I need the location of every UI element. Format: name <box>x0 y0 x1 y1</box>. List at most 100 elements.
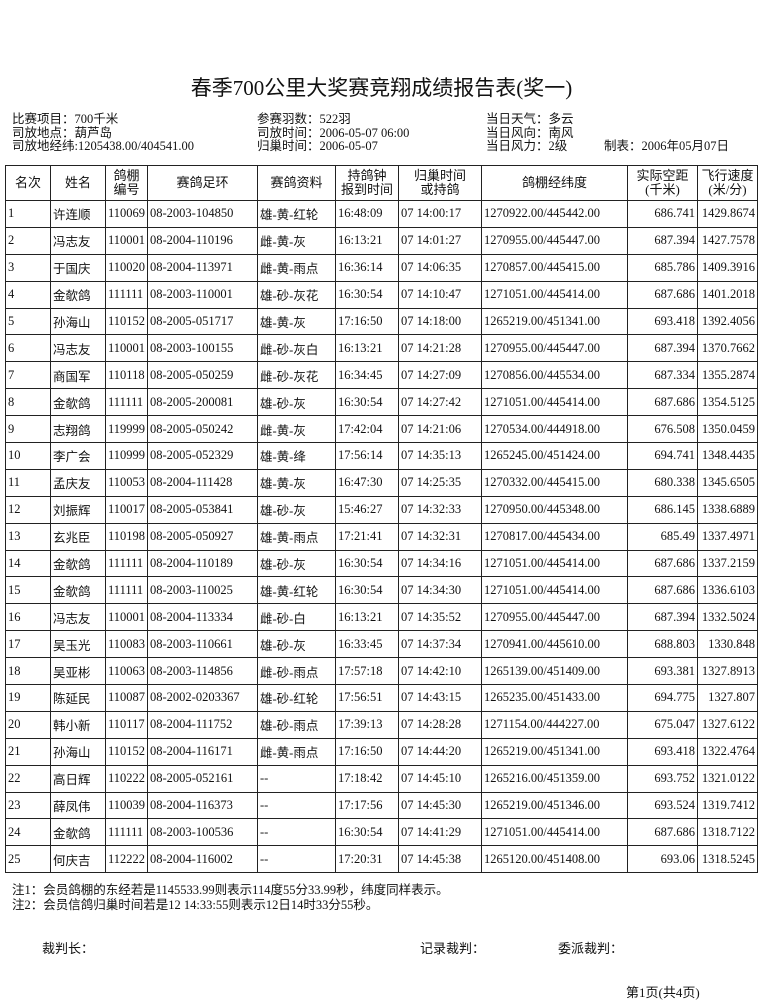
table-cell: 冯志友 <box>50 334 106 363</box>
table-cell: 1271154.00/444227.00 <box>481 710 628 739</box>
table-row: 22 高日辉 110222 08-2005-052161 -- 17:18:42 07 14… <box>5 764 758 793</box>
table-cell: 23 <box>5 791 51 820</box>
table-cell: 693.381 <box>627 657 698 686</box>
table-row: 19 陈延民 110087 08-2002-0203367 雄-砂-红轮 17:56:51… <box>5 684 758 712</box>
info: 比赛项目：700千米 <box>12 112 119 126</box>
table-cell: 吴亚彬 <box>50 657 106 686</box>
table-cell: 16:33:45 <box>335 630 399 659</box>
table-cell: 08-2003-104850 <box>147 200 258 228</box>
table-cell: 07 14:21:28 <box>398 334 482 363</box>
table-cell: 金欹鸽 <box>50 280 106 309</box>
table-cell: 雌-砂-白 <box>257 603 336 632</box>
table-cell: 李广会 <box>50 442 106 470</box>
table-cell: 17:21:41 <box>335 522 399 551</box>
table-cell: 07 14:35:13 <box>398 442 482 470</box>
table-cell: 雄-砂-雨点 <box>257 710 336 739</box>
table-cell: 08-2003-110661 <box>147 630 258 659</box>
table-cell: 07 14:43:15 <box>398 684 482 712</box>
table-cell: 16:30:54 <box>335 576 399 605</box>
table-cell: 08-2005-050927 <box>147 522 258 551</box>
table-cell: 高日辉 <box>50 764 106 793</box>
table-cell: 雌-砂-灰白 <box>257 334 336 363</box>
table-cell: 雄-黄-红轮 <box>257 576 336 605</box>
table-cell: 17:57:18 <box>335 657 399 686</box>
table-cell: 1354.5125 <box>697 388 758 417</box>
table-row: 9 志翔鸽 119999 08-2005-050242 雌-黄-灰 17:42:04 07 … <box>5 415 758 444</box>
table-cell: 687.394 <box>627 603 698 632</box>
table-cell: 雄-砂-红轮 <box>257 684 336 712</box>
table-cell: 1429.8674 <box>697 200 758 228</box>
table-cell: -- <box>257 764 336 793</box>
table-cell: 693.524 <box>627 791 698 820</box>
header-cell: 飞行速度 (米/分) <box>697 165 758 201</box>
table-cell: 110069 <box>105 200 148 228</box>
header-cell: 赛鸽足环 <box>147 165 258 201</box>
table-cell: 1270922.00/445442.00 <box>481 200 628 228</box>
table-cell: 孟庆友 <box>50 468 106 497</box>
table-cell: 07 14:45:10 <box>398 764 482 793</box>
table-cell: 687.334 <box>627 361 698 390</box>
table-cell: 687.394 <box>627 226 698 255</box>
header-cell: 归巢时间 或持鸽 <box>398 165 482 201</box>
table-cell: 1327.807 <box>697 684 758 712</box>
table-cell: 110020 <box>105 253 148 282</box>
table-cell: 08-2002-0203367 <box>147 684 258 712</box>
table-cell: 08-2005-053841 <box>147 495 258 524</box>
table-cell: 雌-砂-灰花 <box>257 361 336 390</box>
table-cell: 08-2004-116002 <box>147 845 258 874</box>
table-cell: 111111 <box>105 576 148 605</box>
page-number: 第1页(共4页) <box>626 985 700 1000</box>
table-cell: 16:30:54 <box>335 818 399 847</box>
table-cell: 07 14:27:09 <box>398 361 482 390</box>
table-cell: 694.741 <box>627 442 698 470</box>
table-cell: 1270950.00/445348.00 <box>481 495 628 524</box>
table-cell: 雄-黄-雨点 <box>257 522 336 551</box>
table-cell: 雄-黄-灰 <box>257 468 336 497</box>
table-row: 12 刘振辉 110017 08-2005-053841 雄-砂-灰 15:46:27 07… <box>5 495 758 524</box>
table-cell: 17 <box>5 630 51 659</box>
table-cell: 08-2005-052329 <box>147 442 258 470</box>
table-cell: 680.338 <box>627 468 698 497</box>
table-cell: 08-2005-200081 <box>147 388 258 417</box>
info: 司放地点：葫芦岛 <box>12 125 113 140</box>
table-cell: 1336.6103 <box>697 576 758 605</box>
made-date: 制表：2006年05月07日 <box>604 139 730 153</box>
table-cell: 08-2004-110196 <box>147 226 258 255</box>
table-cell: 07 14:25:35 <box>398 468 482 497</box>
table-cell: 7 <box>5 361 51 390</box>
table-cell: 9 <box>5 415 51 444</box>
table-cell: 21 <box>5 737 51 766</box>
table-cell: 687.394 <box>627 334 698 363</box>
table-cell: 08-2005-051717 <box>147 307 258 336</box>
table-cell: 111111 <box>105 818 148 847</box>
table-cell: 17:56:51 <box>335 684 399 712</box>
table-cell: 110118 <box>105 361 148 390</box>
table-cell: 08-2004-111752 <box>147 710 258 739</box>
table-cell: 110053 <box>105 468 148 497</box>
table-cell: 许连顺 <box>50 200 106 228</box>
table-cell: 冯志友 <box>50 603 106 632</box>
table-cell: 雌-砂-雨点 <box>257 657 336 686</box>
table-cell: 1270534.00/444918.00 <box>481 415 628 444</box>
table-cell: 金欹鸽 <box>50 576 106 605</box>
table-cell: 08-2003-110001 <box>147 280 258 309</box>
table-cell: 1271051.00/445414.00 <box>481 388 628 417</box>
table-cell: 16:30:54 <box>335 280 399 309</box>
table-cell: 商国军 <box>50 361 106 390</box>
info-right: 当日天气：多云 当日风向：南风 当日风力：2级 <box>486 112 574 154</box>
table-cell: 雄-黄-红轮 <box>257 200 336 228</box>
table-row: 16 冯志友 110001 08-2004-113334 雌-砂-白 16:13:21 07… <box>5 603 758 632</box>
table-cell: 陈延民 <box>50 684 106 712</box>
table-cell: 07 14:34:30 <box>398 576 482 605</box>
table-cell: 1348.4435 <box>697 442 758 470</box>
table-row: 23 薛凤伟 110039 08-2004-116373 -- 17:17:56 07 14… <box>5 791 758 820</box>
table-cell: 1265245.00/451424.00 <box>481 442 628 470</box>
table-cell: 110017 <box>105 495 148 524</box>
table-cell: 12 <box>5 495 51 524</box>
table-cell: 07 14:32:31 <box>398 522 482 551</box>
table-cell: 1321.0122 <box>697 764 758 793</box>
table-cell: 1265219.00/451341.00 <box>481 307 628 336</box>
table-cell: 1319.7412 <box>697 791 758 820</box>
table-cell: 16:36:14 <box>335 253 399 282</box>
